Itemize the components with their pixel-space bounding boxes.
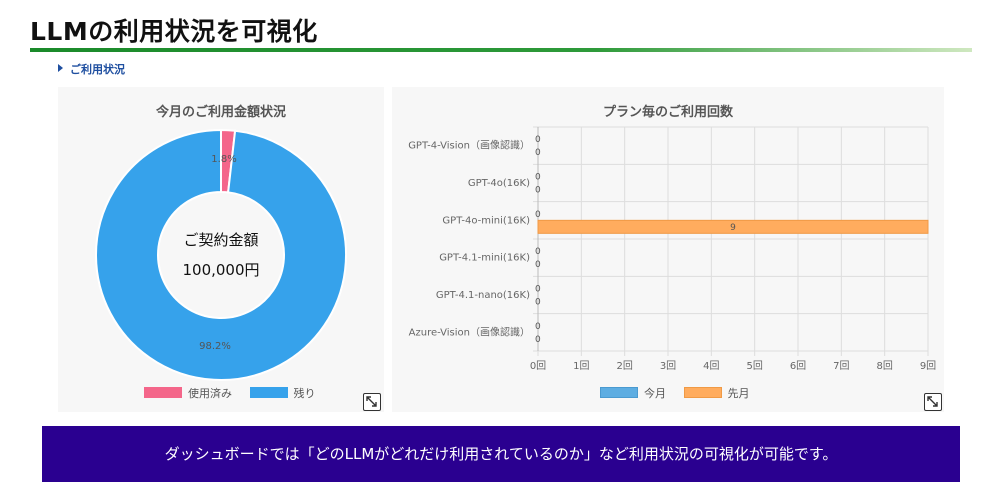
legend-item-used[interactable]: 使用済み (144, 385, 232, 401)
expand-icon[interactable] (363, 393, 381, 411)
donut-slice-remaining[interactable] (95, 128, 347, 381)
x-tick-label: 1回 (573, 360, 589, 372)
donut-legend: 使用済み 残り (144, 385, 330, 401)
category-label: GPT-4.1-nano(16K) (436, 290, 530, 301)
legend-label-last-month: 先月 (727, 387, 750, 400)
bar-value-label: 0 (535, 247, 541, 257)
category-label: Azure-Vision（画像認識） (409, 325, 530, 338)
bar-value-label: 0 (535, 285, 541, 295)
x-tick-label: 9回 (920, 360, 936, 372)
info-banner: ダッシュボードでは「どのLLMがどれだけ利用されているのか」など利用状況の可視化… (42, 426, 960, 482)
bar-value-label: 0 (535, 210, 541, 220)
title-underline (30, 48, 972, 52)
x-tick-label: 0回 (530, 360, 546, 372)
section-link-label: ご利用状況 (70, 63, 125, 76)
x-tick-label: 5回 (746, 360, 762, 372)
x-tick-label: 7回 (833, 360, 849, 372)
legend-item-this-month[interactable]: 今月 (600, 385, 666, 401)
x-tick-label: 6回 (790, 360, 806, 372)
legend-swatch-used (144, 387, 182, 398)
category-label: GPT-4o-mini(16K) (442, 215, 530, 226)
legend-swatch-remaining (249, 387, 288, 398)
bar-value-label: 0 (535, 260, 541, 270)
category-label: GPT-4o(16K) (468, 178, 530, 189)
bar-value-label: 0 (535, 335, 541, 345)
bar-legend: 今月 先月 (600, 385, 764, 401)
chart-grid (533, 126, 929, 356)
page-title: LLMの利用状況を可視化 (30, 17, 318, 46)
x-tick-label: 3回 (660, 360, 676, 372)
category-label: GPT-4.1-mini(16K) (439, 253, 530, 264)
triangle-right-icon (58, 64, 63, 72)
bar-value-label: 9 (730, 223, 736, 233)
bar-value-label: 0 (535, 148, 541, 158)
plan-usage-panel: プラン毎のご利用回数 0回 1回 2回 3回 4回 5回 6回 7回 8回 9回 GPT-4-Vis… (392, 87, 944, 412)
x-tick-label: 2回 (616, 360, 632, 372)
bar-value-label: 0 (535, 186, 541, 196)
bar-value-label: 0 (535, 135, 541, 145)
legend-item-last-month[interactable]: 先月 (683, 385, 750, 401)
x-tick-label: 8回 (876, 360, 892, 372)
usage-amount-title: 今月のご利用金額状況 (155, 105, 286, 120)
category-label: GPT-4-Vision（画像認識） (408, 139, 530, 152)
legend-swatch-last-month (683, 387, 722, 398)
usage-amount-panel: 今月のご利用金額状況 1.8% 98.2% ご契約金額 100,000円 使用済み… (58, 87, 384, 412)
x-tick-label: 4回 (703, 360, 719, 372)
legend-label-used: 使用済み (188, 387, 232, 400)
bar-last-month[interactable] (537, 219, 929, 234)
contract-amount-value: 100,000円 (182, 261, 260, 279)
donut-label-remaining: 98.2% (199, 341, 231, 352)
bar-value-label: 0 (535, 298, 541, 308)
donut-chart: 1.8% 98.2% (95, 128, 347, 381)
donut-center-text: ご契約金額 100,000円 (146, 229, 296, 280)
bar-value-label: 0 (535, 173, 541, 183)
legend-label-this-month: 今月 (644, 387, 666, 400)
bar-value-label: 0 (535, 322, 541, 332)
legend-swatch-this-month (600, 387, 638, 398)
section-link[interactable]: ご利用状況 (58, 61, 125, 77)
bar-chart: 0回 1回 2回 3回 4回 5回 6回 7回 8回 9回 GPT-4-Vision（画像認識） 0 0… (408, 126, 936, 372)
expand-icon[interactable] (924, 393, 942, 411)
legend-label-remaining: 残り (293, 387, 316, 400)
donut-label-used: 1.8% (211, 154, 236, 165)
plan-usage-title: プラン毎のご利用回数 (602, 105, 733, 120)
contract-amount-label: ご契約金額 (183, 231, 259, 249)
legend-item-remaining[interactable]: 残り (249, 385, 316, 401)
